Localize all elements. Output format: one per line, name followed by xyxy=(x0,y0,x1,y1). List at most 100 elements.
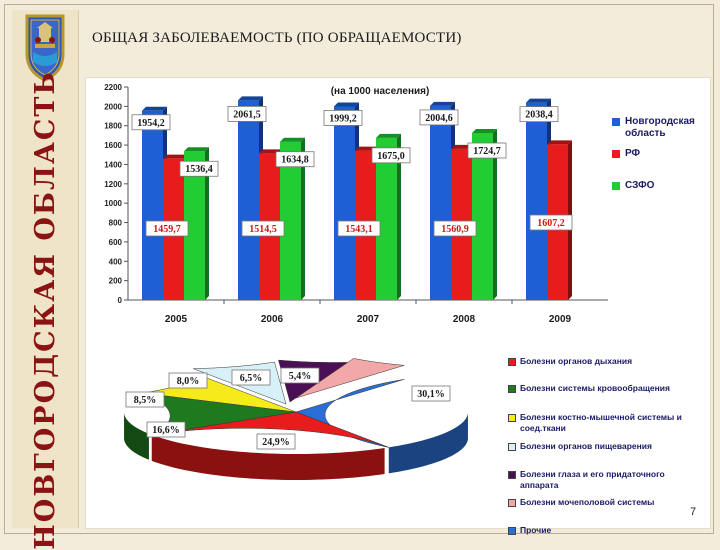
data-label-box xyxy=(529,214,573,231)
data-label-box xyxy=(323,110,363,126)
coat-of-arms-icon xyxy=(25,14,65,82)
pie-slice-side xyxy=(124,412,149,460)
legend-item: СЗФО xyxy=(612,180,708,192)
pie-label-box xyxy=(411,385,451,402)
pie-label-box xyxy=(280,367,320,384)
legend-label: РФ xyxy=(625,148,641,159)
data-label: 1607,2 xyxy=(537,218,565,229)
bar-top xyxy=(238,96,263,101)
y-tick-label: 400 xyxy=(109,257,123,266)
y-tick-label: 1000 xyxy=(104,199,122,208)
bar-top xyxy=(376,133,401,138)
data-label: 1536,4 xyxy=(185,164,213,175)
legend-item: Болезни органов пищеварения xyxy=(508,441,698,452)
page-number: 7 xyxy=(690,506,697,518)
bar xyxy=(280,141,301,300)
y-tick-label: 800 xyxy=(109,219,123,228)
legend-swatch xyxy=(612,182,620,190)
pie-label-box xyxy=(231,369,271,386)
pie-label-box xyxy=(168,372,208,389)
legend-swatch xyxy=(508,499,516,507)
y-tick-label: 1800 xyxy=(104,122,122,131)
data-label: 1999,2 xyxy=(329,113,357,124)
data-label: 2061,5 xyxy=(233,109,261,120)
legend-label: Болезни костно-мышечной системы и соед.т… xyxy=(520,412,682,433)
data-label: 1459,7 xyxy=(153,224,181,235)
data-label-box xyxy=(519,106,559,123)
legend-label: Прочие xyxy=(520,525,552,535)
data-label: 2004,6 xyxy=(425,113,453,124)
pie-data-label: 16,6% xyxy=(152,425,180,436)
legend-swatch xyxy=(612,118,620,126)
data-label: 1543,1 xyxy=(345,224,373,235)
legend-item: Болезни органов дыхания xyxy=(508,356,698,367)
data-label-box xyxy=(433,220,477,237)
pie-slice-side xyxy=(151,434,385,480)
y-tick-label: 600 xyxy=(109,238,123,247)
bar xyxy=(526,102,547,301)
data-label-box xyxy=(467,142,507,159)
pie-slice-side xyxy=(388,412,468,474)
data-label: 1724,7 xyxy=(473,146,501,157)
chart-title: (на 1000 населения) xyxy=(331,86,430,97)
legend-item: Болезни мочеполовой системы xyxy=(508,497,698,508)
data-label-box xyxy=(241,220,285,237)
bar-side xyxy=(397,133,401,300)
legend-item: Болезни глаза и его придаточного аппарат… xyxy=(508,469,698,491)
bar xyxy=(184,151,205,300)
x-tick-label: 2008 xyxy=(453,314,476,325)
legend-swatch xyxy=(508,358,516,366)
data-label-box xyxy=(227,106,267,122)
x-tick-label: 2005 xyxy=(165,314,188,325)
legend-swatch xyxy=(612,150,620,158)
y-tick-label: 2000 xyxy=(104,102,122,111)
pie-data-label: 6,5% xyxy=(240,373,263,384)
bar-side xyxy=(493,129,497,300)
legend-swatch xyxy=(508,443,516,451)
data-label: 1560,9 xyxy=(441,224,469,235)
legend-swatch xyxy=(508,385,516,393)
data-label: 1634,8 xyxy=(281,155,309,166)
bar xyxy=(238,100,259,300)
legend-item: Прочие xyxy=(508,525,698,536)
legend-label: Новгородская область xyxy=(625,116,695,139)
legend-label: Болезни системы кровообращения xyxy=(520,383,670,393)
pie-data-label: 8,0% xyxy=(177,376,200,387)
data-label-box xyxy=(371,147,411,164)
x-tick-label: 2009 xyxy=(549,314,572,325)
bar xyxy=(472,133,493,300)
legend-swatch xyxy=(508,471,516,479)
y-tick-label: 2200 xyxy=(104,83,122,92)
bar-side xyxy=(301,137,305,300)
legend-swatch xyxy=(508,527,516,535)
legend-item: Болезни системы кровообращения xyxy=(508,383,698,394)
data-label: 1514,5 xyxy=(249,224,277,235)
data-label-box xyxy=(419,109,459,126)
sidebar: НОВГОРОДСКАЯ ОБЛАСТЬ xyxy=(12,10,79,550)
data-label: 1954,2 xyxy=(137,118,165,129)
legend-label: СЗФО xyxy=(625,180,655,191)
pie-data-label: 5,4% xyxy=(289,371,312,382)
bar-top xyxy=(547,140,572,145)
pie-data-label: 30,1% xyxy=(417,389,445,400)
bar-top xyxy=(430,101,455,106)
bar-top xyxy=(142,106,167,111)
data-label: 2038,4 xyxy=(525,110,553,121)
bar-top xyxy=(526,98,551,103)
data-label-box xyxy=(131,114,171,131)
y-tick-label: 200 xyxy=(109,277,123,286)
page-frame xyxy=(4,4,714,534)
data-label-box xyxy=(275,151,315,168)
y-tick-label: 1200 xyxy=(104,180,122,189)
data-label: 1675,0 xyxy=(377,151,405,162)
bar-top xyxy=(184,147,209,152)
y-tick-label: 1600 xyxy=(104,141,122,150)
x-tick-label: 2006 xyxy=(261,314,284,325)
legend-label: Болезни глаза и его придаточного аппарат… xyxy=(520,469,665,490)
bar xyxy=(142,110,163,300)
y-tick-label: 1400 xyxy=(104,160,122,169)
pie-label-box xyxy=(256,433,296,450)
bar-top xyxy=(163,154,188,159)
